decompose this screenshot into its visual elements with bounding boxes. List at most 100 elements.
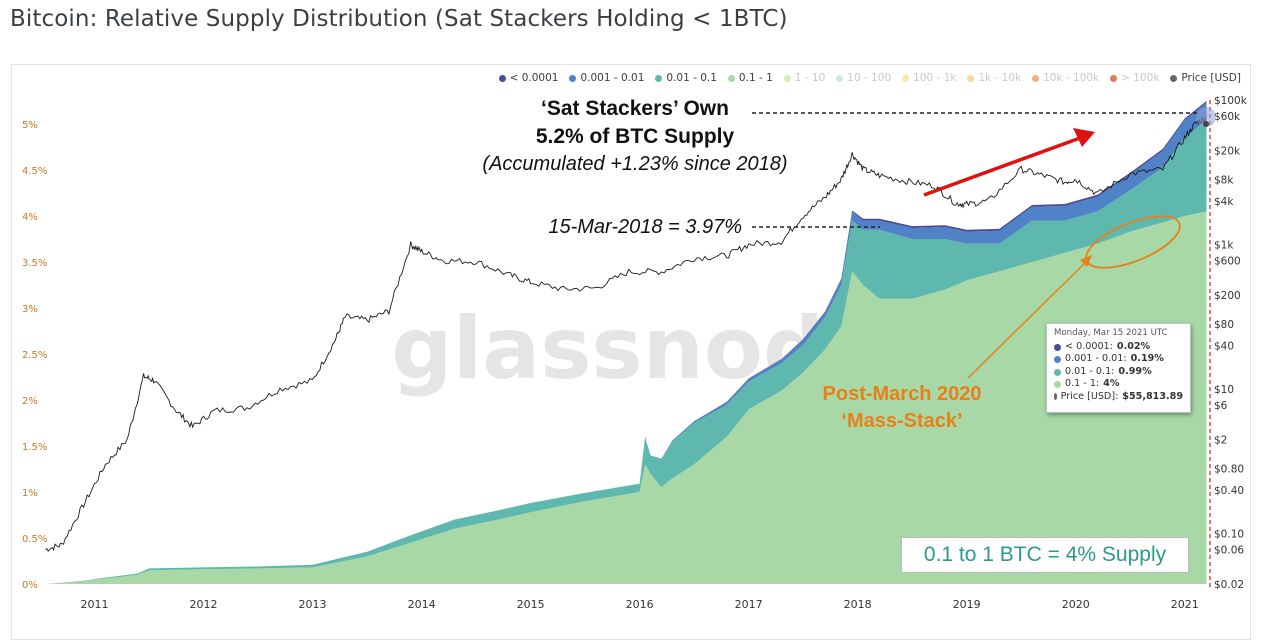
legend: < 0.0001 0.001 - 0.01 0.01 - 0.1 0.1 - 1 1 -… [498, 72, 1241, 84]
legend-item[interactable]: > 100k [1110, 72, 1159, 84]
headline-line-1: ‘Sat Stackers’ Own [541, 97, 729, 120]
price-line-layer [45, 117, 1207, 552]
tooltip-label: 0.1 - 1: [1065, 378, 1100, 390]
mar2018-label: 15-Mar-2018 = 3.97% [548, 216, 742, 238]
axes-layer: 2011 2012 2013 2014 2015 2016 2017 2018 2019 2020… [22, 95, 1248, 611]
y-left-tick-label: 3% [22, 304, 38, 315]
legend-dot-icon [569, 74, 577, 82]
tooltip-label: Price [USD]: [1060, 390, 1119, 402]
legend-label: 0.1 - 1 [738, 72, 773, 84]
red-arrowhead-icon [1073, 128, 1095, 147]
tooltip-dot-icon [1054, 380, 1061, 388]
y-right-tick-label: $6 [1214, 400, 1228, 412]
y-left-tick-label: 0.5% [22, 534, 47, 545]
x-tick-label: 2015 [517, 598, 545, 611]
y-left-tick-label: 1% [22, 488, 38, 499]
legend-item[interactable]: 0.1 - 1 [727, 72, 773, 84]
y-right-tick-label: $0.02 [1214, 579, 1244, 591]
page-title: Bitcoin: Relative Supply Distribution (S… [10, 6, 788, 32]
area-series-0-1-1 [45, 211, 1207, 584]
hover-tooltip: Monday, Mar 15 2021 UTC < 0.0001: 0.02% 0… [1046, 323, 1191, 413]
legend-dot-icon [1032, 74, 1040, 82]
legend-label: 1 - 10 [794, 72, 826, 84]
y-right-tick-label: $4k [1214, 196, 1234, 208]
y-left-tick-label: 0% [22, 580, 38, 591]
tooltip-dot-icon [1054, 356, 1061, 364]
tooltip-row: Price [USD]: $55,813.89 [1054, 391, 1183, 403]
legend-label: 10k - 100k [1043, 72, 1100, 84]
legend-label: Price [USD] [1181, 72, 1241, 84]
legend-dot-icon [902, 74, 910, 82]
headline-line-2: 5.2% of BTC Supply [536, 125, 735, 148]
price-line [45, 117, 1207, 552]
y-left-tick-label: 3.5% [22, 258, 47, 269]
legend-item[interactable]: 100 - 1k [902, 72, 956, 84]
y-right-tick-label: $600 [1214, 256, 1241, 268]
x-tick-label: 2012 [190, 598, 218, 611]
y-right-tick-label: $2 [1214, 435, 1227, 447]
post-march-label-2: ‘Mass-Stack’ [841, 410, 962, 432]
y-right-tick-label: $100k [1214, 95, 1248, 107]
orange-pointer-line [967, 259, 1089, 379]
x-tick-label: 2011 [81, 598, 109, 611]
x-tick-label: 2018 [844, 598, 872, 611]
y-left-tick-label: 1.5% [22, 442, 47, 453]
x-tick-label: 2014 [408, 598, 436, 611]
x-tick-label: 2019 [953, 598, 981, 611]
tooltip-row: 0.01 - 0.1: 0.99% [1054, 366, 1183, 378]
legend-item[interactable]: 10 - 100 [836, 72, 891, 84]
legend-dot-icon [967, 74, 975, 82]
tooltip-label: < 0.0001: [1065, 341, 1113, 352]
tooltip-row: < 0.0001: 0.02% [1054, 341, 1183, 353]
red-trend-arrow [923, 136, 1081, 197]
legend-item[interactable]: 1 - 10 [783, 72, 826, 84]
legend-item[interactable]: 0.01 - 0.1 [655, 72, 717, 84]
legend-item[interactable]: 1k - 10k [967, 72, 1021, 84]
x-tick-label: 2013 [299, 598, 327, 611]
tooltip-label: 0.001 - 0.01: [1065, 353, 1127, 365]
legend-item[interactable]: 10k - 100k [1032, 72, 1099, 84]
y-left-tick-label: 5% [22, 120, 38, 131]
x-tick-label: 2020 [1062, 598, 1090, 611]
tooltip-row: 0.001 - 0.01: 0.19% [1054, 353, 1183, 365]
legend-label: < 0.0001 [509, 72, 559, 84]
annotations-layer: ‘Sat Stackers’ Own 5.2% of BTC Supply (Acc… [482, 97, 1200, 432]
hover-price-marker [1203, 121, 1209, 127]
headline-line-3: (Accumulated +1.23% since 2018) [482, 153, 787, 175]
tooltip-rows: < 0.0001: 0.02% 0.001 - 0.01: 0.19% 0.01 -… [1054, 341, 1183, 403]
legend-dot-icon [655, 74, 663, 82]
y-right-tick-label: $0.06 [1214, 545, 1244, 557]
y-right-tick-label: $0.10 [1214, 528, 1244, 540]
supply-callout-box: 0.1 to 1 BTC = 4% Supply [901, 537, 1189, 573]
y-right-tick-label: $60k [1214, 111, 1241, 123]
legend-dot-icon [783, 74, 791, 82]
y-right-tick-label: $200 [1214, 290, 1241, 302]
y-right-tick-label: $40 [1214, 341, 1234, 353]
legend-item[interactable]: 0.001 - 0.01 [569, 72, 644, 84]
x-tick-label: 2021 [1171, 598, 1199, 611]
x-tick-label: 2016 [626, 598, 654, 611]
y-right-tick-label: $10 [1214, 384, 1234, 396]
y-right-tick-label: $0.80 [1214, 463, 1244, 475]
tooltip-value: 0.02% [1116, 341, 1151, 352]
y-right-tick-label: $80 [1214, 319, 1234, 331]
post-march-label-1: Post-March 2020 [823, 383, 982, 405]
area-series-0-01-0-1 [45, 120, 1207, 585]
tooltip-dot-icon [1054, 343, 1061, 351]
x-tick-label: 2017 [735, 598, 763, 611]
tooltip-value: 4% [1103, 378, 1120, 390]
legend-item[interactable]: Price [USD] [1170, 72, 1241, 84]
y-right-tick-label: $1k [1214, 239, 1234, 251]
orange-arrowhead-icon [1080, 255, 1092, 267]
legend-dot-icon [498, 74, 506, 82]
legend-label: 1k - 10k [978, 72, 1022, 84]
legend-label: 10 - 100 [847, 72, 892, 84]
legend-item[interactable]: < 0.0001 [498, 72, 559, 84]
legend-label: > 100k [1121, 72, 1160, 84]
hover-marker [1196, 107, 1216, 127]
y-left-tick-label: 2% [22, 396, 38, 407]
tooltip-date: Monday, Mar 15 2021 UTC [1054, 328, 1168, 338]
y-right-tick-label: $20k [1214, 146, 1241, 158]
tooltip-dot-icon [1054, 393, 1057, 401]
